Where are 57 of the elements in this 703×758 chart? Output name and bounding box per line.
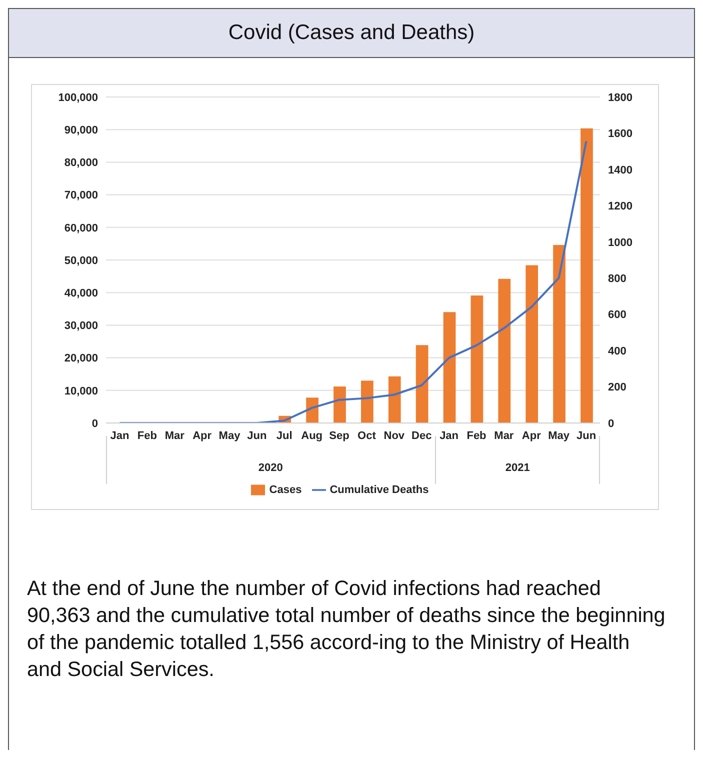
bar xyxy=(526,265,538,423)
x-tick-label: Mar xyxy=(494,430,514,442)
x-tick-label: Jul xyxy=(276,430,292,442)
bar xyxy=(553,245,566,423)
x-tick-label: Dec xyxy=(412,430,432,442)
y2-tick-label: 1600 xyxy=(608,128,632,140)
x-tick-label: Jun xyxy=(576,430,596,442)
y2-tick-label: 0 xyxy=(608,418,614,430)
x-tick-label: May xyxy=(548,430,570,442)
x-tick-label: Jan xyxy=(440,430,459,442)
x-tick-label: Jun xyxy=(247,430,267,442)
y2-tick-label: 400 xyxy=(608,345,626,358)
x-tick-label: Jan xyxy=(110,430,130,442)
x-tick-label: Mar xyxy=(164,430,186,442)
y-tick-label: 60,000 xyxy=(64,222,98,234)
chart-title: Covid (Cases and Deaths) xyxy=(9,9,694,58)
x-tick-label: Sep xyxy=(329,430,350,442)
bar xyxy=(306,398,318,423)
y-tick-label: 70,000 xyxy=(64,190,98,202)
text: At the end of June the number of Covid infections had reached 90,363 and the cumulative total number of deaths since the beginning of the pandemic totalled 1,556 accord-ing to the Ministry of Health and Social Services. xyxy=(27,576,666,683)
bar xyxy=(416,345,428,423)
bar xyxy=(361,380,374,423)
bar xyxy=(334,386,346,423)
y2-tick-label: 1400 xyxy=(608,164,632,176)
bar xyxy=(388,376,401,423)
bar xyxy=(498,278,511,423)
y-tick-label: 30,000 xyxy=(64,320,98,332)
y-tick-label: 80,000 xyxy=(64,157,98,170)
y2-tick-label: 1800 xyxy=(608,92,632,104)
bar xyxy=(580,128,593,423)
y-tick-label: 50,000 xyxy=(64,254,98,267)
y2-tick-label: 800 xyxy=(608,273,626,286)
x-tick-label: Apr xyxy=(192,430,212,442)
y-tick-label: 20,000 xyxy=(64,352,98,365)
legend-label: Cumulative Deaths xyxy=(330,484,429,496)
y2-tick-label: 200 xyxy=(608,382,626,394)
y2-tick-label: 1200 xyxy=(608,200,632,213)
x-tick-label: Oct xyxy=(358,430,376,442)
y-tick-label: 100,000 xyxy=(58,92,98,104)
x-tick-label: Apr xyxy=(522,430,542,442)
y-tick-label: 40,000 xyxy=(64,288,98,300)
y2-tick-label: 600 xyxy=(608,309,626,322)
legend-label: Cases xyxy=(269,484,302,496)
bar xyxy=(443,312,456,423)
line-series xyxy=(118,140,588,423)
y2-tick-label: 1000 xyxy=(608,236,632,249)
x-tick-label: Feb xyxy=(466,430,487,442)
x-tick-label: Aug xyxy=(301,430,323,442)
text: 2021 xyxy=(505,462,530,474)
y-tick-label: 10,000 xyxy=(64,385,98,398)
bar xyxy=(470,296,484,423)
y-tick-label: 90,000 xyxy=(64,124,98,137)
y-tick-label: 0 xyxy=(92,418,98,430)
x-tick-label: May xyxy=(218,430,242,442)
x-tick-label: Nov xyxy=(384,430,406,442)
x-tick-label: Feb xyxy=(137,430,158,442)
text: 2020 xyxy=(258,462,283,474)
